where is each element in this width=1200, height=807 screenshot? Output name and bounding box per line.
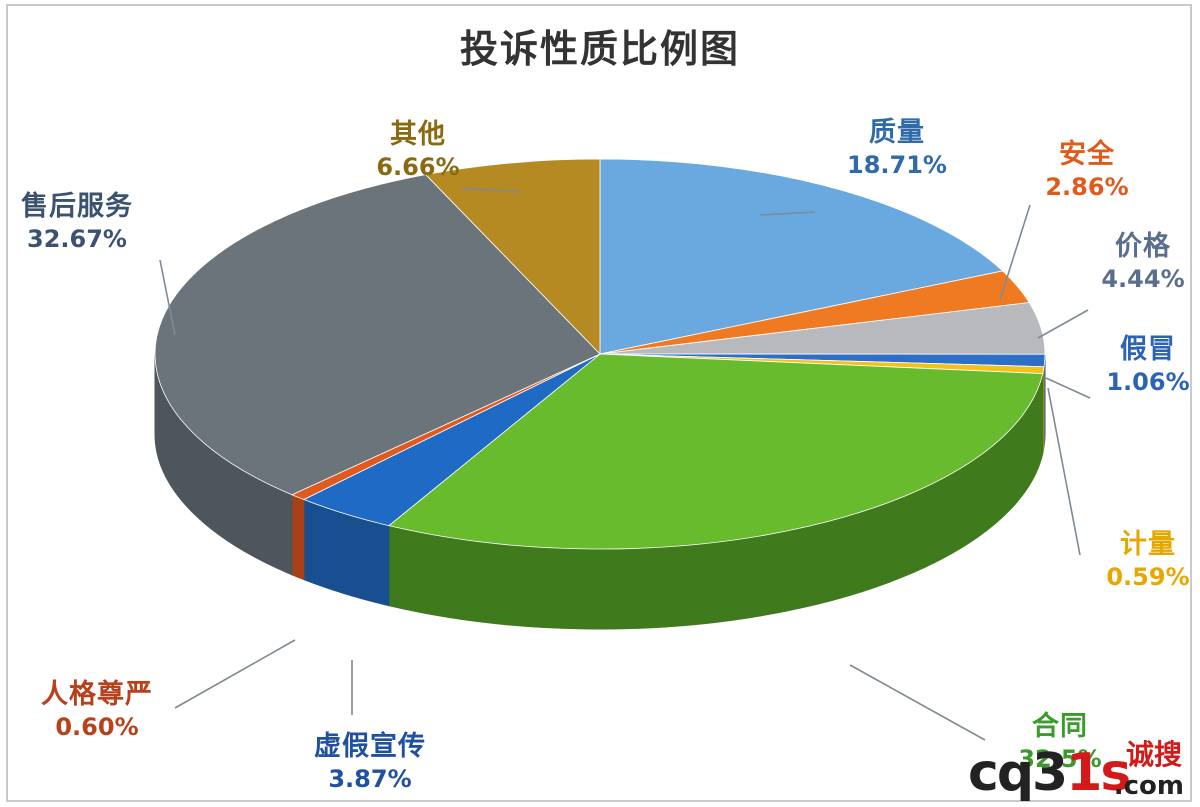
pie-top xyxy=(154,158,1046,550)
slice-label: 计量 0.59% xyxy=(1106,528,1189,592)
slice-label-name: 售后服务 xyxy=(21,191,133,222)
slice-label: 虚假宣传 3.87% xyxy=(314,730,426,794)
slice-label-name: 虚假宣传 xyxy=(314,731,426,762)
slice-label: 其他 6.66% xyxy=(376,118,459,182)
slice-label-percent: 0.59% xyxy=(1106,562,1190,591)
slice-label-percent: 32.5% xyxy=(1018,744,1102,773)
slice-label-percent: 6.66% xyxy=(376,152,460,181)
watermark-com: .com xyxy=(1113,771,1184,801)
pie-slice-其他 xyxy=(424,158,601,355)
slice-label: 售后服务 32.67% xyxy=(21,190,133,254)
slice-label-name: 安全 xyxy=(1058,139,1115,170)
pie-side-人格尊严 xyxy=(291,493,305,581)
slice-label-name: 计量 xyxy=(1119,529,1176,560)
slice-label-name: 价格 xyxy=(1114,231,1171,262)
slice-label-percent: 0.60% xyxy=(55,712,139,741)
slice-label-percent: 3.87% xyxy=(328,764,412,793)
slice-label-name: 人格尊严 xyxy=(41,679,153,710)
slice-label-name: 其他 xyxy=(389,119,446,150)
slice-label-percent: 2.86% xyxy=(1045,172,1129,201)
slice-label-percent: 1.06% xyxy=(1106,367,1190,396)
slice-label: 价格 4.44% xyxy=(1101,230,1184,294)
watermark-text: cq31s xyxy=(968,743,1131,803)
slice-label-percent: 32.67% xyxy=(27,224,127,253)
pie-slice-合同 xyxy=(387,353,1044,550)
pie-slice-质量 xyxy=(599,158,1004,355)
watermark-logo: cq31s 诚搜 .com xyxy=(968,738,1188,803)
slice-label: 质量 18.71% xyxy=(847,116,947,180)
chart-title: 投诉性质比例图 xyxy=(459,27,740,71)
slice-label-percent: 4.44% xyxy=(1101,264,1185,293)
slice-label: 安全 2.86% xyxy=(1045,138,1128,202)
slice-label-name: 假冒 xyxy=(1119,334,1176,365)
slice-label-name: 合同 xyxy=(1031,711,1088,742)
slice-label: 人格尊严 0.60% xyxy=(41,678,153,742)
slice-label-percent: 18.71% xyxy=(847,150,947,179)
slice-label-name: 质量 xyxy=(869,117,925,148)
slice-label: 假冒 1.06% xyxy=(1106,333,1189,397)
slice-label: 合同 32.5% xyxy=(1018,710,1101,774)
watermark-cn: 诚搜 xyxy=(1125,738,1182,771)
